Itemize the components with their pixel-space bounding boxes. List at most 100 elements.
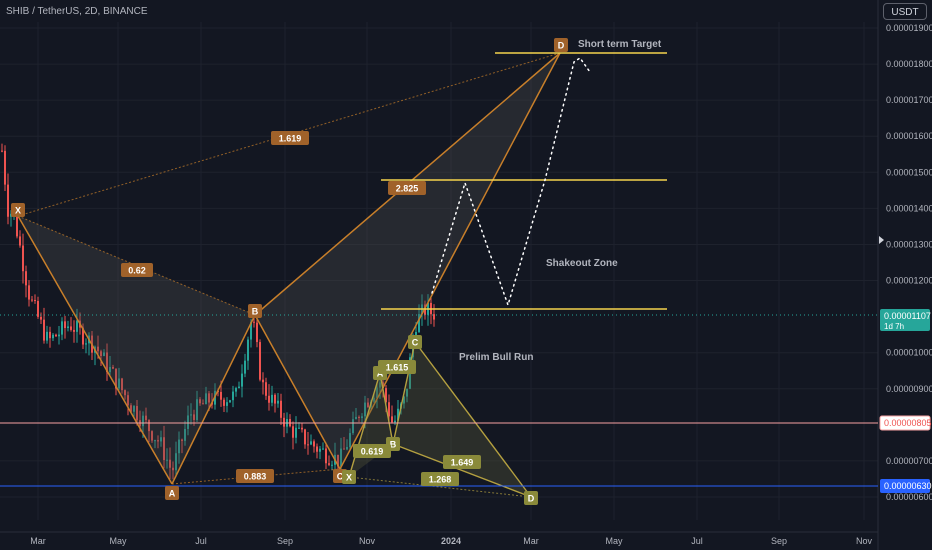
small-ratio-bd-text: 1.649 [451, 458, 474, 468]
pattern-ratio-ac-bg [236, 469, 274, 483]
x-tick-label: Jul [195, 536, 207, 546]
candle-body [190, 414, 192, 416]
y-tick-label: 0.00000700 [886, 456, 932, 466]
pattern-ratio-bd: 2.825 [388, 181, 426, 195]
candle-body [340, 448, 342, 467]
x-tick-label: May [109, 536, 127, 546]
y-tick-label: 0.00001500 [886, 167, 932, 177]
candle-body [4, 150, 6, 185]
candle-body [361, 416, 363, 418]
candle-body [127, 395, 129, 406]
candle-body [235, 388, 237, 392]
pattern-ratio-xd: 1.619 [271, 131, 309, 145]
pattern-bcd-fill [255, 53, 560, 469]
candle-body [70, 326, 72, 330]
small-ratio-ac: 0.619 [353, 444, 391, 458]
candle-body [232, 391, 234, 401]
price-badge-red: 0.00000805 [879, 415, 932, 431]
candle-body [394, 420, 396, 423]
small-point-d: D [524, 491, 538, 505]
annotation-prelim-bull-run: Prelim Bull Run [459, 352, 533, 363]
candle-body [184, 428, 186, 441]
annotation-short-term-target: Short term Target [578, 39, 662, 50]
small-point-c-bg [408, 335, 422, 349]
candle-body [325, 448, 327, 464]
candle-body [202, 403, 204, 405]
small-point-d-text: D [528, 494, 535, 504]
candle-body [328, 463, 330, 465]
small-point-x-bg [342, 470, 356, 484]
candle-body [193, 414, 195, 421]
candle-body [172, 467, 174, 471]
y-tick-label: 0.00001200 [886, 276, 932, 286]
y-tick-label: 0.00000600 [886, 492, 932, 502]
candle-body [124, 390, 126, 396]
pattern-point-b-text: B [252, 307, 259, 317]
candle-body [160, 437, 162, 442]
y-tick-label: 0.00001400 [886, 203, 932, 213]
candle-body [55, 334, 57, 337]
pattern-ratio-xb-bg [121, 263, 153, 277]
pattern-point-d-bg [554, 38, 568, 52]
candle-body [118, 378, 120, 389]
candle-body [226, 402, 228, 406]
candle-body [280, 400, 282, 418]
candle-body [313, 441, 315, 447]
candle-body [331, 464, 333, 466]
candle-body [238, 386, 240, 389]
small-point-d-bg [524, 491, 538, 505]
small-ratio-bd-bg [443, 455, 481, 469]
scale-marker-icon [879, 236, 884, 244]
small-pattern-bcd-fill [393, 342, 531, 497]
candle-body [181, 439, 183, 441]
candle-body [307, 444, 309, 446]
price-badge-value: 0.00001107 [884, 311, 931, 321]
candle-body [319, 448, 321, 452]
currency-button[interactable]: USDT [883, 3, 927, 20]
symbol-title: SHIB / TetherUS, 2D, BINANCE [6, 6, 148, 17]
pattern-leg [254, 314, 341, 470]
candle-body [61, 321, 63, 335]
candle-body [220, 391, 222, 400]
candle-body [274, 394, 276, 404]
candle-body [64, 321, 66, 329]
candle-body [229, 400, 231, 403]
x-tick-label: Jul [691, 536, 703, 546]
candle-body [34, 299, 36, 301]
pattern-point-b-bg [248, 304, 262, 318]
candle-body [49, 331, 51, 339]
candle-body [346, 447, 348, 450]
candle-body [259, 342, 261, 380]
small-point-c: C [408, 335, 422, 349]
candle-body [16, 212, 18, 237]
candle-body [25, 271, 27, 286]
candle-body [121, 378, 123, 391]
small-point-c-text: C [412, 338, 419, 348]
candle-body [100, 351, 102, 356]
pattern-ratio-xb: 0.62 [121, 263, 153, 277]
x-tick-label: Nov [856, 536, 873, 546]
small-ratio-xd-bg [421, 472, 459, 486]
candle-body [112, 367, 114, 369]
candle-body [376, 387, 378, 398]
candle-body [28, 285, 30, 300]
pattern-point-x-bg [11, 203, 25, 217]
y-tick-label: 0.00001600 [886, 131, 932, 141]
candle-body [301, 427, 303, 430]
candle-body [343, 448, 345, 450]
pattern-leg [171, 314, 256, 485]
candle-body [76, 320, 78, 332]
pattern-ratio-xd-bg [271, 131, 309, 145]
price-badge-bg [880, 309, 930, 331]
price-badge-value: 0.00000630 [884, 481, 932, 491]
candle-body [46, 331, 48, 341]
candle-body [241, 373, 243, 387]
candle-body [148, 420, 150, 432]
projected-path [431, 56, 591, 308]
price-badge-value: 0.00000805 [884, 418, 932, 428]
candle-body [19, 236, 21, 246]
pattern-point-d: D [554, 38, 568, 52]
candle-body [115, 368, 117, 389]
candle-body [40, 316, 42, 320]
